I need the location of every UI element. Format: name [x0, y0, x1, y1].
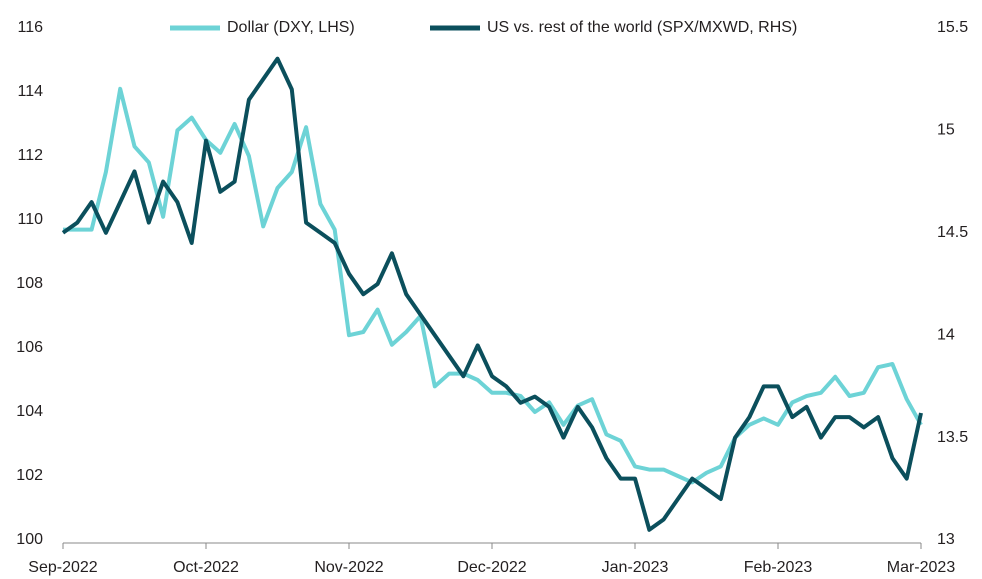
y-tick-label: 114 — [17, 83, 43, 100]
y2-tick-label: 14.5 — [937, 224, 968, 241]
legend-label: Dollar (DXY, LHS) — [227, 19, 355, 36]
y2-tick-label: 13.5 — [937, 429, 968, 446]
y-tick-label: 104 — [16, 403, 43, 420]
y2-tick-label: 15.5 — [937, 19, 968, 36]
y-tick-label: 110 — [17, 211, 43, 228]
y-tick-label: 100 — [16, 531, 43, 548]
x-tick-label: Jan-2023 — [602, 559, 669, 576]
x-tick-label: Sep-2022 — [28, 559, 97, 576]
x-tick-label: Feb-2023 — [744, 559, 813, 576]
x-tick-label: Nov-2022 — [314, 559, 383, 576]
y-tick-label: 106 — [16, 339, 43, 356]
y-tick-label: 112 — [17, 147, 43, 164]
legend-label: US vs. rest of the world (SPX/MXWD, RHS) — [487, 19, 797, 36]
y2-tick-label: 15 — [937, 122, 955, 139]
x-tick-label: Oct-2022 — [173, 559, 239, 576]
line-series — [61, 56, 923, 532]
x-tick-label: Mar-2023 — [887, 559, 956, 576]
line-series — [63, 86, 923, 485]
y-tick-label: 102 — [16, 467, 43, 484]
y2-tick-label: 14 — [937, 326, 955, 343]
y-tick-label: 116 — [17, 19, 43, 36]
y-tick-label: 108 — [16, 275, 43, 292]
x-tick-label: Dec-2022 — [457, 559, 526, 576]
y2-tick-label: 13 — [937, 531, 955, 548]
